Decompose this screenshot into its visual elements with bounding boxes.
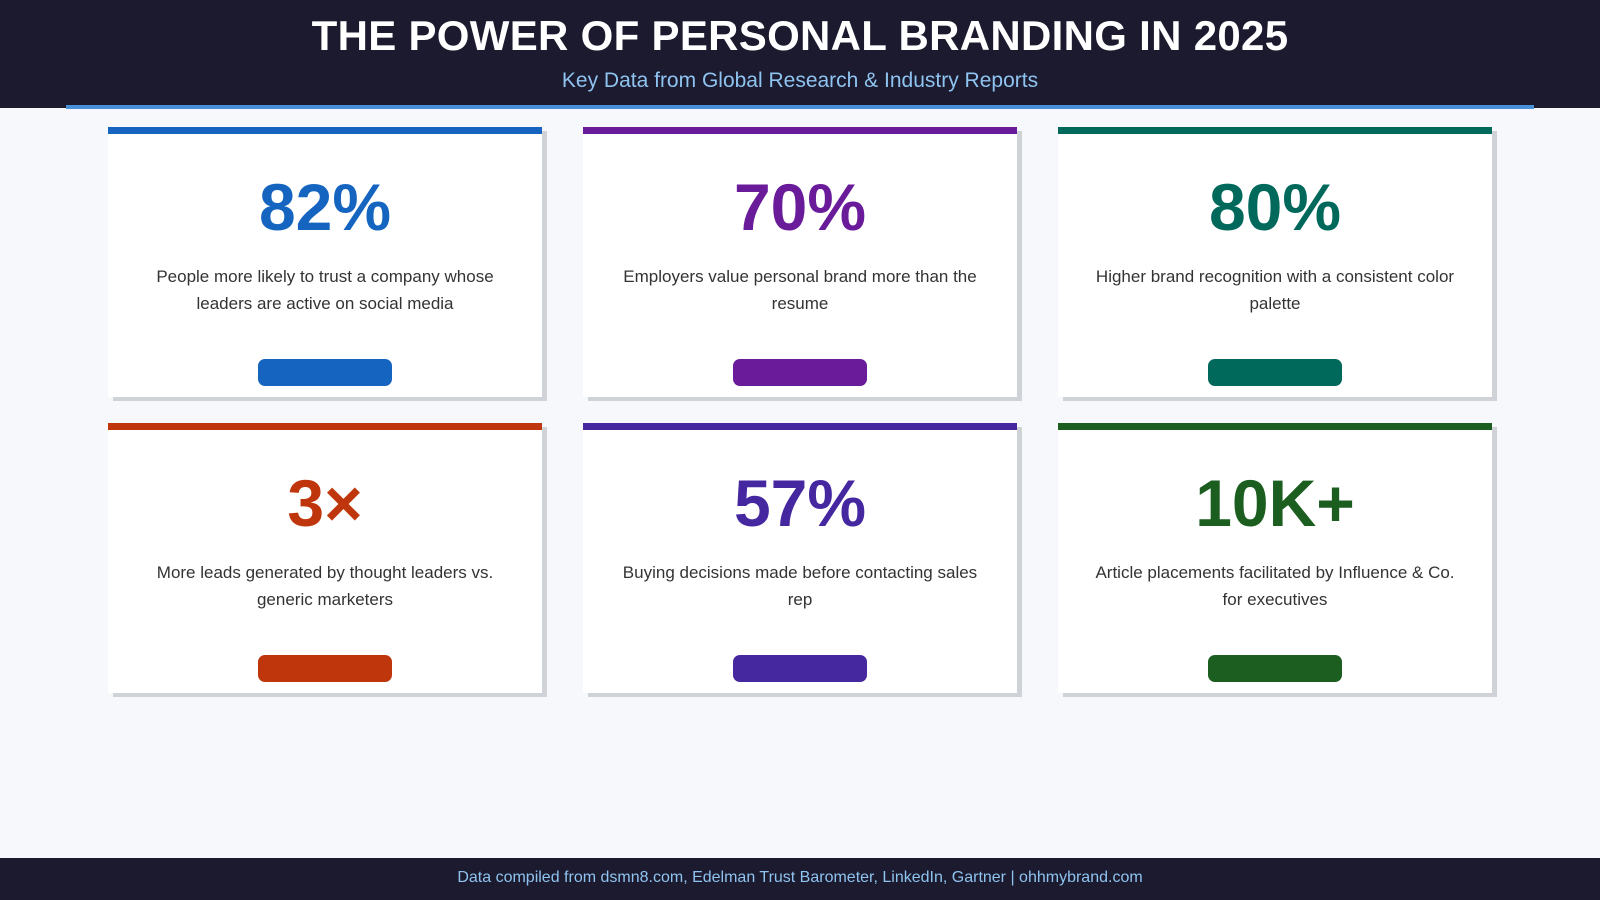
stat-value: 70% [733,170,867,244]
page-title: THE POWER OF PERSONAL BRANDING IN 2025 [311,12,1289,59]
stat-card-buying: 57% Buying decisions made before contact… [583,423,1017,693]
stat-value: 82% [258,170,392,244]
card-pill [733,359,867,386]
card-accent-bar [108,423,542,430]
page-subtitle: Key Data from Global Research & Industry… [561,69,1039,92]
card-pill [1208,359,1342,386]
card-pill [258,655,392,682]
stat-card-employers: 70% Employers value personal brand more … [583,127,1017,397]
stat-card-recognition: 80% Higher brand recognition with a cons… [1058,127,1492,397]
stat-description: Higher brand recognition with a consiste… [1095,267,1455,313]
card-accent-bar [583,127,1017,134]
card-pill [1208,655,1342,682]
card-pill [733,655,867,682]
card-accent-bar [108,127,542,134]
footer-bar: Data compiled from dsmn8.com, Edelman Tr… [0,858,1600,900]
card-pill [258,359,392,386]
stat-card-leads: 3× More leads generated by thought leade… [108,423,542,693]
card-accent-bar [1058,127,1492,134]
stat-value: 80% [1208,170,1342,244]
card-accent-bar [1058,423,1492,430]
stat-description: Employers value personal brand more than… [623,267,977,313]
stat-value: 57% [733,466,867,540]
footer-sources: Data compiled from dsmn8.com, Edelman Tr… [457,869,1143,886]
stat-card-trust: 82% People more likely to trust a compan… [108,127,542,397]
stat-card-articles: 10K+ Article placements facilitated by I… [1058,423,1492,693]
stat-description: Buying decisions made before contacting … [622,563,978,609]
stat-value: 3× [287,466,363,540]
header-divider [66,105,1534,109]
stat-description: Article placements facilitated by Influe… [1095,563,1455,609]
stat-description: More leads generated by thought leaders … [156,563,494,609]
card-accent-bar [583,423,1017,430]
stat-value: 10K+ [1195,466,1355,540]
stat-description: People more likely to trust a company wh… [156,267,494,313]
header-banner: THE POWER OF PERSONAL BRANDING IN 2025 K… [0,0,1600,108]
